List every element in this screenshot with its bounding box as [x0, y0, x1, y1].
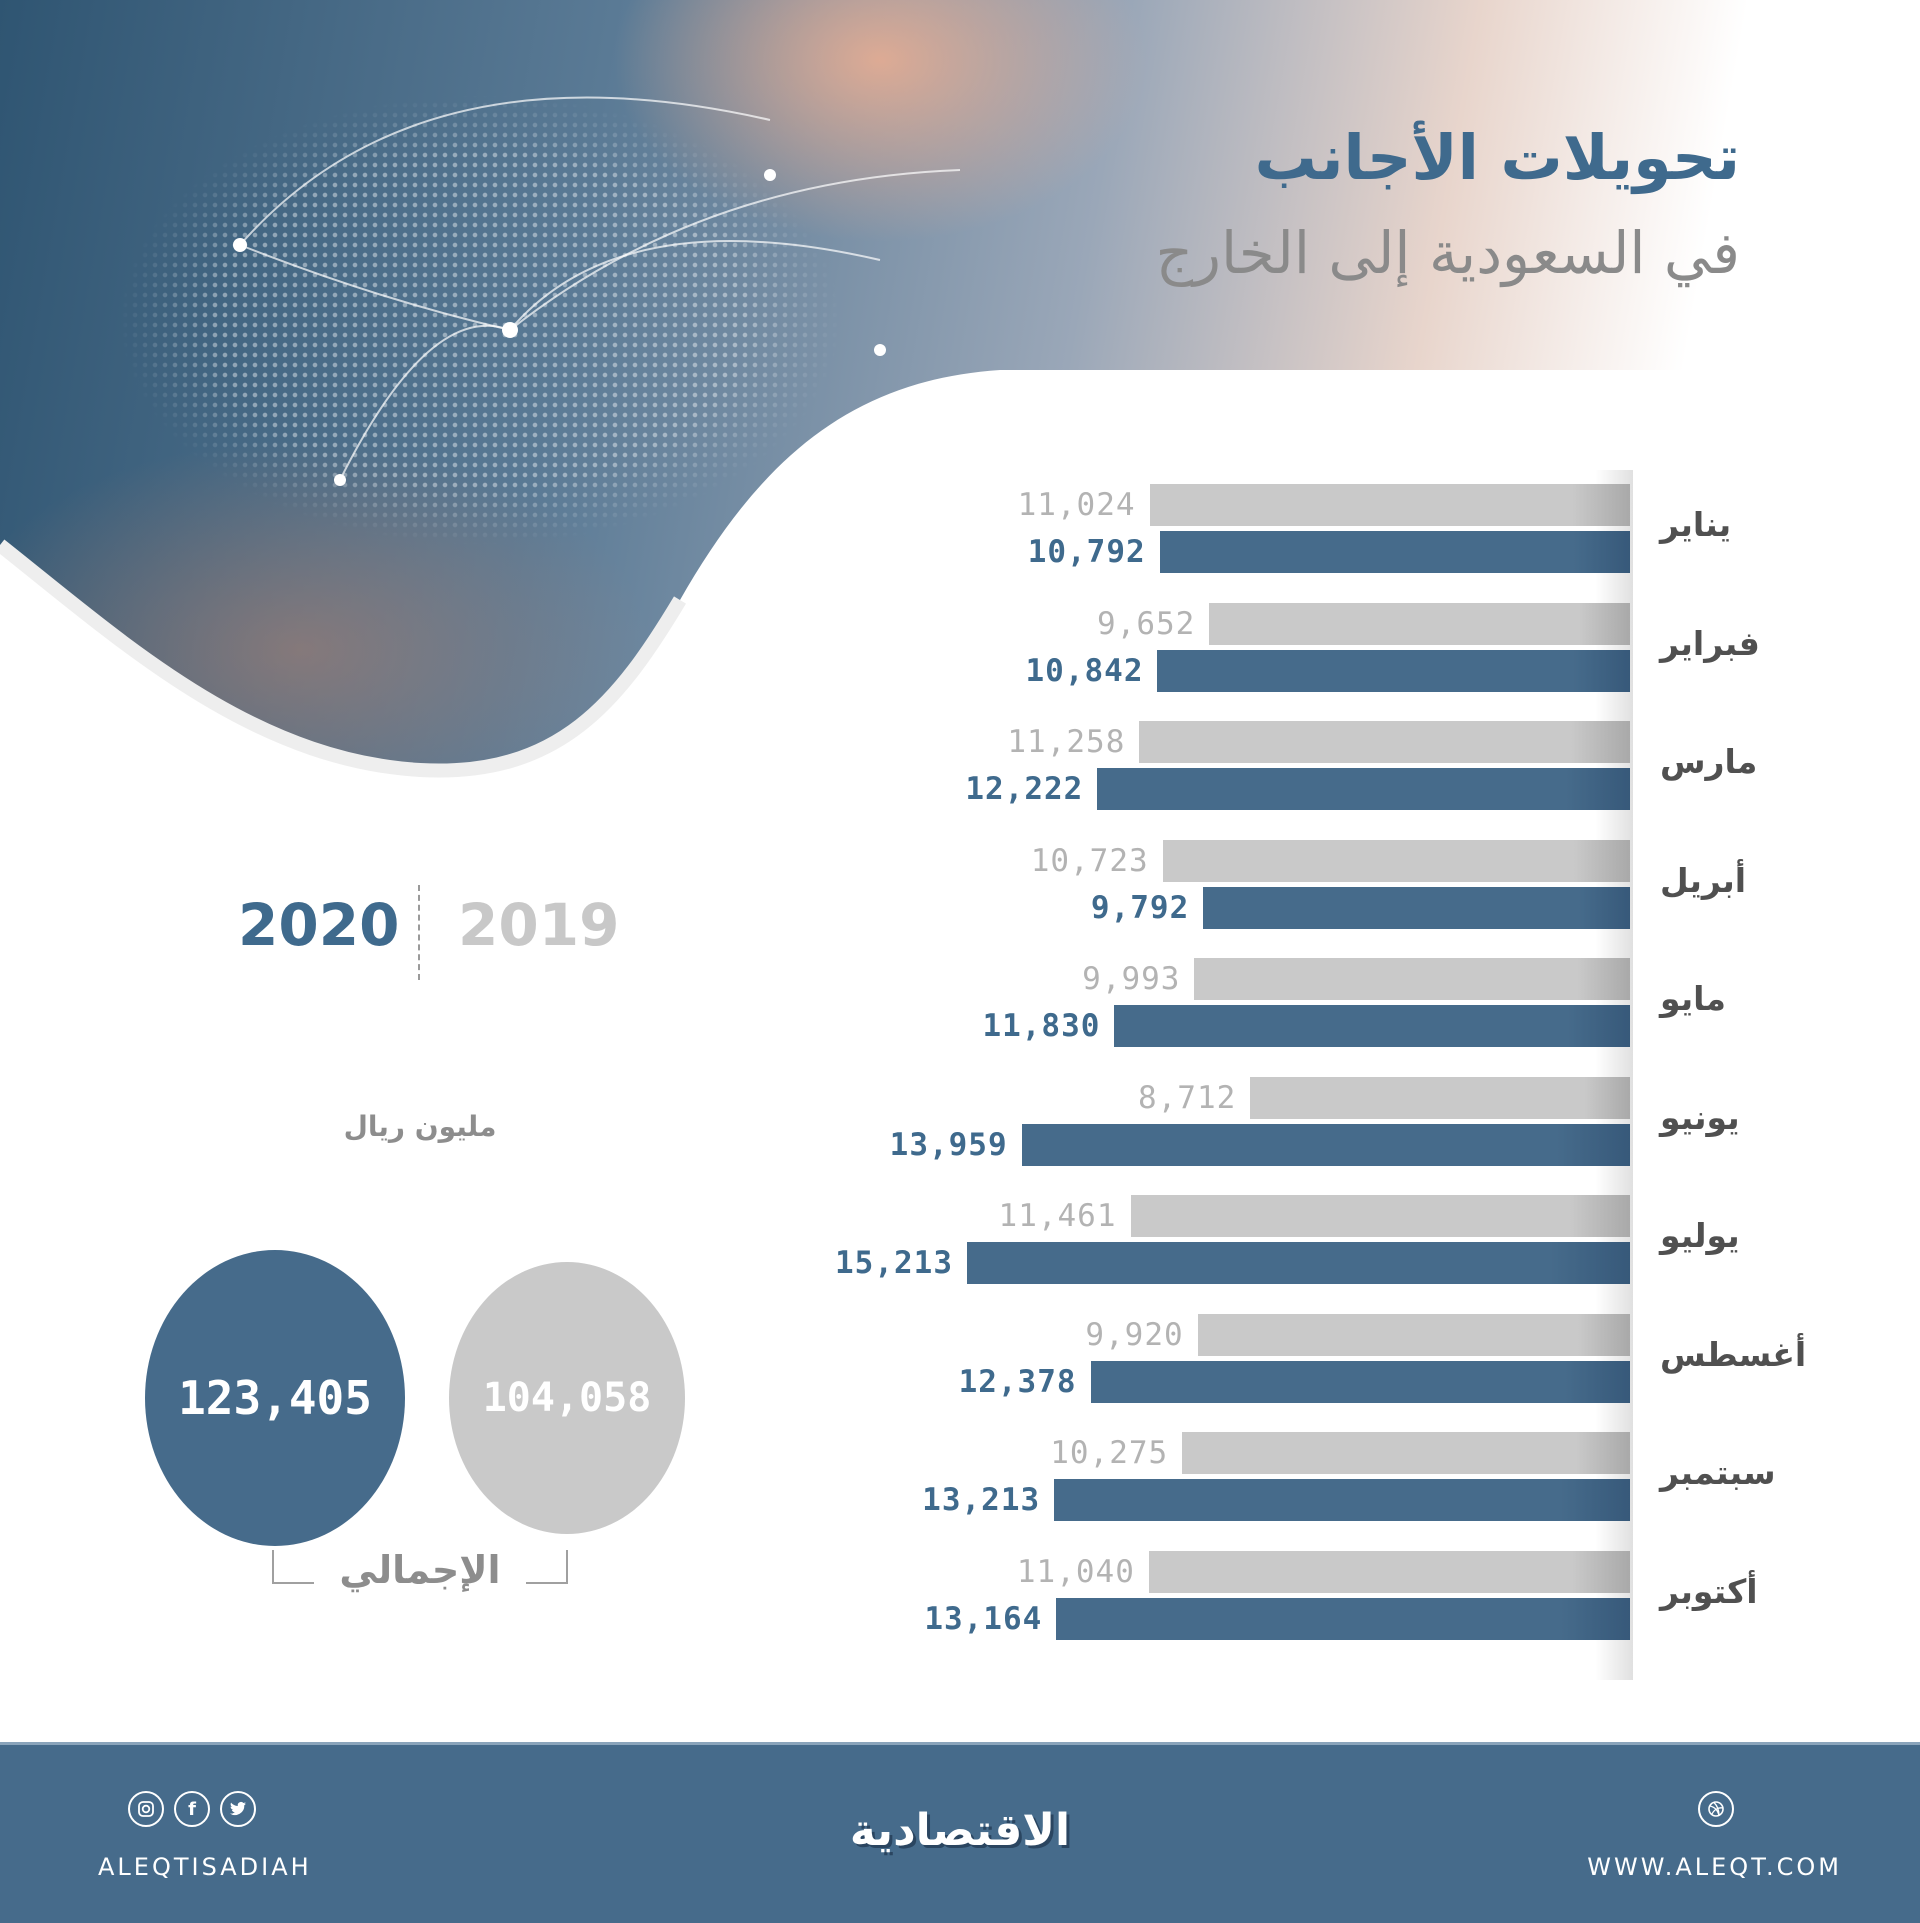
bar-2020: [1157, 649, 1630, 692]
legend-2019: 2019: [458, 891, 620, 959]
bar-2019: [1182, 1432, 1630, 1474]
brand-logo: الاقتصادية: [849, 1805, 1071, 1856]
value-2020: 12,378: [958, 1363, 1077, 1400]
unit-label: مليون ريال: [343, 1110, 497, 1143]
bar-row: 9,920 12,378 أغسطس: [0, 1313, 1920, 1414]
value-2019: 9,652: [1097, 605, 1196, 642]
social-handle[interactable]: ALEQTISADIAH: [98, 1853, 312, 1881]
bar-row: 9,993 11,830 مايو: [0, 958, 1920, 1058]
bar-row: 11,040 13,164 أكتوبر: [0, 1550, 1920, 1651]
social-links: f: [128, 1791, 256, 1827]
total-2019-value: 104,058: [482, 1375, 652, 1421]
value-2020: 10,842: [1025, 652, 1144, 689]
month-label: يوليو: [1660, 1216, 1740, 1255]
bar-2019: [1209, 602, 1630, 645]
bar-2020: [1090, 1360, 1630, 1403]
bar-2019: [1162, 839, 1630, 882]
bar-2019: [1250, 1076, 1630, 1119]
total-label-group: الإجمالي: [270, 1540, 570, 1600]
bar-2020: [1021, 1123, 1630, 1166]
value-2019: 9,993: [1082, 961, 1181, 997]
month-label: فبراير: [1660, 623, 1760, 663]
bar-2019: [1139, 721, 1630, 763]
total-2020-value: 123,405: [178, 1371, 372, 1425]
footer: f ALEQTISADIAH الاقتصادية WWW.ALEQT.COM: [0, 1742, 1920, 1923]
value-2020: 15,213: [835, 1245, 953, 1281]
bar-2020: [1203, 886, 1630, 929]
value-2020: 13,164: [924, 1600, 1043, 1637]
value-2019: 11,024: [1017, 487, 1136, 523]
total-label: الإجمالي: [339, 1548, 501, 1592]
month-label: أكتوبر: [1660, 1571, 1758, 1611]
value-2020: 11,830: [982, 1008, 1101, 1044]
hero-image: [0, 0, 1920, 780]
website-link[interactable]: WWW.ALEQT.COM: [1587, 1853, 1842, 1881]
facebook-icon[interactable]: f: [174, 1791, 210, 1827]
value-2019: 10,723: [1030, 842, 1149, 879]
bar-2019: [1130, 1195, 1630, 1237]
twitter-icon[interactable]: [220, 1791, 256, 1827]
bar-2020: [1159, 531, 1630, 573]
value-2020: 9,792: [1090, 889, 1190, 926]
bar-2019: [1148, 1550, 1630, 1593]
month-label: يونيو: [1660, 1097, 1740, 1137]
value-2019: 8,712: [1137, 1079, 1237, 1116]
bar-row: 11,461 15,213 يوليو: [0, 1195, 1920, 1295]
bracket-right: [526, 1550, 568, 1584]
bracket-left: [272, 1550, 314, 1584]
bar-2020: [1097, 768, 1630, 810]
bar-2020: [967, 1242, 1630, 1284]
month-label: أبريل: [1660, 860, 1747, 900]
bar-2020: [1056, 1597, 1630, 1640]
bar-row: 11,024 10,792 يناير: [0, 484, 1920, 584]
bar-2019: [1197, 1313, 1630, 1356]
bar-row: 8,712 13,959 يونيو: [0, 1076, 1920, 1177]
instagram-icon[interactable]: [128, 1791, 164, 1827]
value-2019: 11,461: [998, 1198, 1117, 1234]
bar-2020: [1114, 1005, 1630, 1047]
value-2020: 13,213: [922, 1482, 1041, 1518]
chart-title: تحويلات الأجانب في السعودية إلى الخارج: [1156, 118, 1740, 298]
globe-icon[interactable]: [1698, 1791, 1734, 1827]
value-2020: 13,959: [889, 1126, 1008, 1163]
bar-row: 10,723 9,792 أبريل: [0, 839, 1920, 940]
bar-row: 10,275 13,213 سبتمبر: [0, 1432, 1920, 1532]
month-label: مارس: [1660, 742, 1758, 781]
month-label: يناير: [1660, 505, 1732, 544]
legend-2020: 2020: [238, 891, 400, 959]
value-2020: 12,222: [965, 771, 1084, 807]
value-2019: 11,258: [1007, 724, 1126, 760]
value-2019: 11,040: [1016, 1553, 1135, 1590]
bar-2019: [1194, 958, 1630, 1000]
title-sub: في السعودية إلى الخارج: [1155, 219, 1740, 287]
bar-2019: [1149, 484, 1630, 526]
month-label: سبتمبر: [1660, 1453, 1776, 1492]
value-2019: 9,920: [1085, 1316, 1184, 1353]
total-2019-circle: 104,058: [449, 1262, 685, 1534]
bar-row: 11,258 12,222 مارس: [0, 721, 1920, 821]
month-label: أغسطس: [1660, 1334, 1807, 1374]
value-2020: 10,792: [1027, 534, 1146, 570]
title-main: تحويلات الأجانب: [1254, 121, 1740, 194]
legend-divider: [418, 885, 420, 980]
month-label: مايو: [1660, 979, 1726, 1018]
value-2019: 10,275: [1050, 1435, 1169, 1471]
legend: 2020 2019: [230, 885, 630, 980]
bar-row: 9,652 10,842 فبراير: [0, 602, 1920, 703]
total-2020-circle: 123,405: [145, 1250, 405, 1546]
bar-2020: [1054, 1479, 1630, 1521]
